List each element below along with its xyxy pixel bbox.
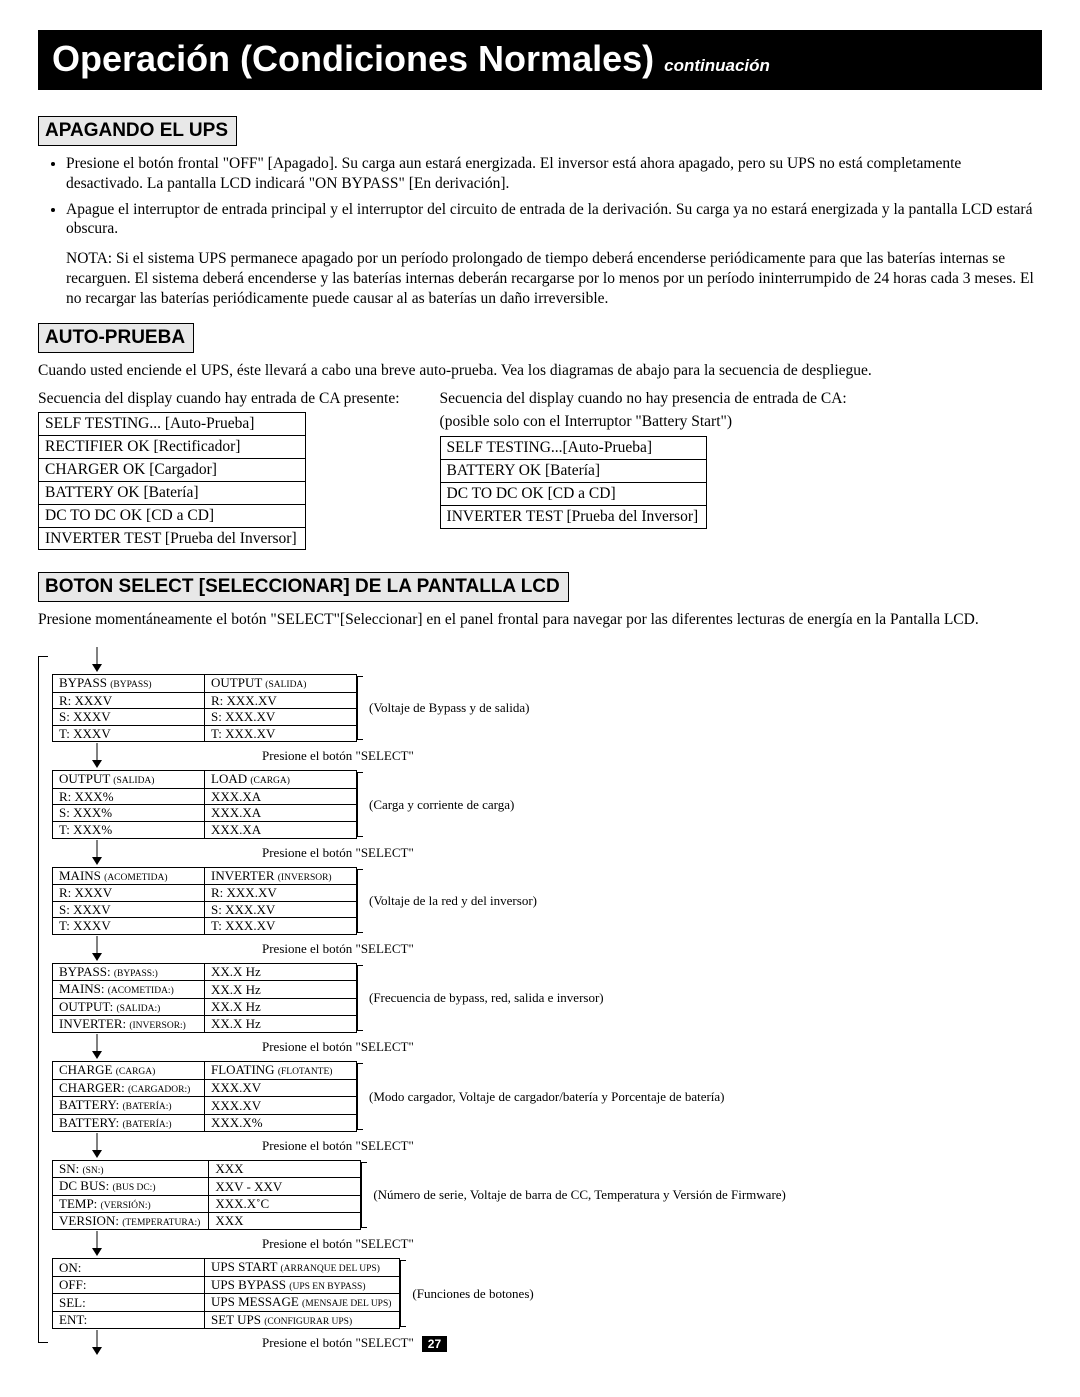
autoprueba-intro: Cuando usted enciende el UPS, éste lleva… xyxy=(38,361,1042,381)
brace-icon xyxy=(357,869,363,933)
title-bar: Operación (Condiciones Normales) continu… xyxy=(38,30,1042,90)
arrow-down-icon xyxy=(89,647,105,673)
brace-icon xyxy=(357,772,363,836)
press-select-label: Presione el botón "SELECT" xyxy=(262,748,414,764)
arrow-down-icon xyxy=(89,1034,105,1060)
press-select-label: Presione el botón "SELECT" xyxy=(262,845,414,861)
seq-left-table: SELF TESTING... [Auto-Prueba] RECTIFIER … xyxy=(38,412,306,550)
arrow-down-icon xyxy=(89,1330,105,1356)
apagando-bullets: Presione el botón frontal "OFF" [Apagado… xyxy=(38,154,1042,239)
seq-right-caption2: (posible solo con el Interruptor "Batter… xyxy=(440,412,847,432)
seq-right-caption1: Secuencia del display cuando no hay pres… xyxy=(440,389,847,409)
brace-icon xyxy=(361,1162,367,1229)
arrow-down-icon xyxy=(89,1133,105,1159)
apagando-note: NOTA: Si el sistema UPS permanece apagad… xyxy=(66,249,1042,308)
lcd-desc-7: (Funciones de botones) xyxy=(412,1286,533,1302)
press-select-label: Presione el botón "SELECT"27 xyxy=(262,1335,447,1352)
arrow-down-icon xyxy=(89,743,105,769)
apagando-bullet-1: Presione el botón frontal "OFF" [Apagado… xyxy=(66,154,1042,194)
lcd-screen-5: CHARGE (CARGA)FLOATING (FLOTANTE)CHARGER… xyxy=(52,1061,357,1132)
lcd-desc-6: (Número de serie, Voltaje de barra de CC… xyxy=(373,1187,786,1203)
lcd-screen-1: BYPASS (BYPASS)OUTPUT (SALIDA)R: XXXVR: … xyxy=(52,674,357,742)
lcd-screen-2: OUTPUT (SALIDA)LOAD (CARGA)R: XXX%XXX.XA… xyxy=(52,770,357,838)
lcd-screen-3: MAINS (ACOMETIDA)INVERTER (INVERSOR)R: X… xyxy=(52,867,357,935)
heading-select: BOTON SELECT [SELECCIONAR] DE LA PANTALL… xyxy=(38,572,569,602)
lcd-desc-1: (Voltaje de Bypass y de salida) xyxy=(369,700,529,716)
press-select-label: Presione el botón "SELECT" xyxy=(262,1236,414,1252)
arrow-down-icon xyxy=(89,936,105,962)
lcd-desc-3: (Voltaje de la red y del inversor) xyxy=(369,893,537,909)
press-select-label: Presione el botón "SELECT" xyxy=(262,941,414,957)
seq-right-col: Secuencia del display cuando no hay pres… xyxy=(440,389,847,551)
lcd-screen-4: BYPASS: (BYPASS:)XX.X HzMAINS: (ACOMETID… xyxy=(52,963,357,1034)
apagando-bullet-2: Apague el interruptor de entrada princip… xyxy=(66,200,1042,240)
brace-icon xyxy=(400,1260,406,1327)
title-main: Operación (Condiciones Normales) xyxy=(52,38,654,79)
loop-line xyxy=(38,656,48,1343)
heading-autoprueba: AUTO-PRUEBA xyxy=(38,323,194,353)
brace-icon xyxy=(357,965,363,1032)
brace-icon xyxy=(357,1063,363,1130)
seq-left-col: Secuencia del display cuando hay entrada… xyxy=(38,389,400,551)
heading-apagando: APAGANDO EL UPS xyxy=(38,116,237,146)
lcd-screen-7: ON:UPS START (ARRANQUE DEL UPS)OFF:UPS B… xyxy=(52,1258,400,1329)
seq-left-caption: Secuencia del display cuando hay entrada… xyxy=(38,389,400,409)
lcd-diagram: BYPASS (BYPASS)OUTPUT (SALIDA)R: XXXVR: … xyxy=(38,646,1042,1357)
select-intro: Presione momentáneamente el botón "SELEC… xyxy=(38,610,1042,630)
arrow-down-icon xyxy=(89,840,105,866)
press-select-label: Presione el botón "SELECT" xyxy=(262,1039,414,1055)
lcd-desc-4: (Frecuencia de bypass, red, salida e inv… xyxy=(369,990,604,1006)
lcd-desc-5: (Modo cargador, Voltaje de cargador/bate… xyxy=(369,1089,725,1105)
arrow-down-icon xyxy=(89,1231,105,1257)
lcd-screen-6: SN: (SN:)XXXDC BUS: (BUS DC:)XXV - XXVTE… xyxy=(52,1160,361,1231)
brace-icon xyxy=(357,676,363,740)
seq-right-table: SELF TESTING...[Auto-Prueba] BATTERY OK … xyxy=(440,436,708,528)
title-continuation: continuación xyxy=(664,56,770,75)
lcd-desc-2: (Carga y corriente de carga) xyxy=(369,797,514,813)
page-number: 27 xyxy=(422,1336,447,1352)
press-select-label: Presione el botón "SELECT" xyxy=(262,1138,414,1154)
